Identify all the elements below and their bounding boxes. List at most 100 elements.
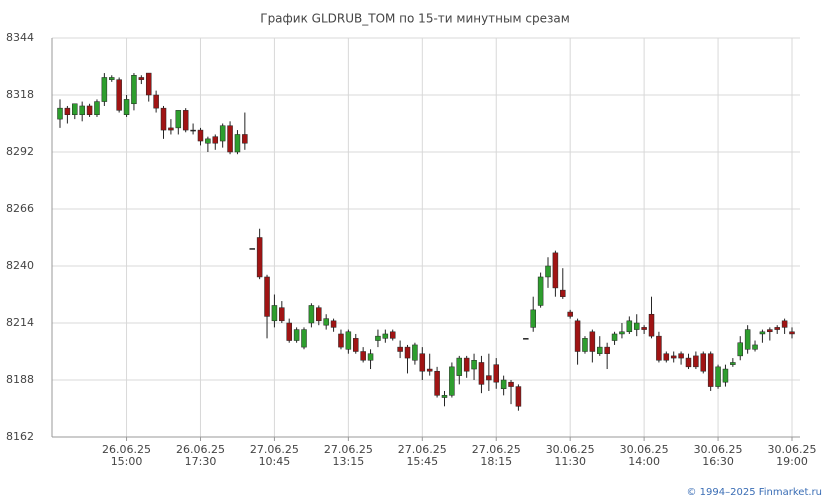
candle-body	[382, 333, 389, 339]
candle-body	[212, 136, 219, 144]
candle-body	[234, 134, 241, 153]
candle-body	[744, 329, 751, 350]
candle-body	[264, 276, 270, 317]
y-tick-label: 8240	[6, 259, 34, 272]
candle-body	[707, 353, 714, 387]
candle-body	[367, 353, 374, 361]
x-tick-label: 14:00	[628, 455, 660, 468]
candle-body	[456, 357, 463, 376]
y-tick-label: 8214	[6, 316, 34, 329]
x-tick-label: 10:45	[259, 455, 291, 468]
x-tick-label: 16:30	[702, 455, 734, 468]
x-tick-label: 27.06.25	[472, 443, 521, 456]
candle-body	[375, 335, 381, 341]
candle-body	[508, 381, 514, 387]
candle-body	[730, 362, 736, 365]
candle-body	[693, 355, 699, 368]
candle-body	[316, 307, 322, 322]
x-tick-label: 27.06.25	[324, 443, 373, 456]
candle-body	[308, 305, 315, 324]
candle-body	[641, 327, 647, 330]
candle-body	[301, 329, 307, 348]
candle-body	[478, 362, 485, 385]
candle-body	[345, 331, 352, 350]
candle-body	[197, 129, 204, 142]
candle-body	[619, 331, 625, 335]
candle-body	[463, 357, 470, 372]
candle-body	[389, 331, 396, 339]
candle-body	[279, 307, 285, 322]
candle-body	[633, 322, 640, 330]
candle-body	[286, 322, 292, 341]
candle-body	[537, 276, 544, 306]
candle-body	[670, 355, 677, 359]
candle-body	[360, 351, 366, 361]
candle-body	[574, 320, 581, 352]
candle-body	[767, 329, 773, 333]
candle-body	[449, 366, 455, 396]
x-tick-label: 30.06.25	[694, 443, 743, 456]
candle-body	[242, 134, 248, 144]
x-tick-label: 15:00	[111, 455, 143, 468]
candle-body	[94, 101, 100, 115]
x-tick-label: 18:15	[480, 455, 512, 468]
candle-body	[227, 125, 233, 153]
candle-body	[500, 379, 507, 390]
candle-body	[752, 344, 758, 350]
candle-body	[426, 368, 433, 372]
candle-body	[434, 370, 440, 396]
candle-body	[190, 129, 196, 132]
x-tick-label: 19:00	[776, 455, 808, 468]
candle-body	[781, 320, 788, 328]
candle-body	[774, 327, 780, 330]
candle-body	[715, 366, 721, 387]
candle-body	[530, 309, 536, 328]
candle-body	[589, 331, 596, 352]
candle-body	[611, 333, 618, 341]
y-tick-label: 8162	[6, 430, 34, 443]
candle-body	[493, 364, 499, 383]
y-tick-label: 8318	[6, 88, 34, 101]
candle-body	[515, 386, 522, 407]
x-tick-label: 30.06.25	[546, 443, 595, 456]
candle-body	[249, 248, 255, 250]
candle-body	[523, 338, 529, 340]
chart-title: График GLDRUB_TOM по 15-ти минутным срез…	[260, 12, 570, 26]
candle-body	[404, 346, 411, 359]
candle-body	[72, 103, 78, 115]
x-tick-label: 13:15	[333, 455, 365, 468]
footer: © 1994–2025 Finmarket.ru	[686, 487, 822, 498]
x-tick-label: 26.06.25	[176, 443, 225, 456]
candle-body	[397, 346, 403, 352]
candle-body	[567, 311, 573, 317]
candle-body	[486, 375, 492, 381]
candle-body	[626, 320, 633, 333]
y-tick-label: 8266	[6, 202, 34, 215]
x-tick-label: 27.06.25	[398, 443, 447, 456]
candle-body	[271, 305, 278, 322]
candle-body	[353, 338, 359, 352]
y-tick-label: 8344	[6, 31, 34, 44]
candle-body	[57, 107, 63, 120]
candle-body	[656, 335, 662, 361]
candle-body	[64, 107, 71, 115]
x-tick-label: 17:30	[185, 455, 217, 468]
candle-body	[560, 289, 566, 297]
x-tick-label: 30.06.25	[620, 443, 669, 456]
x-tick-label: 15:45	[406, 455, 438, 468]
candle-body	[145, 72, 152, 96]
candle-body	[700, 353, 707, 372]
candle-body	[552, 252, 559, 289]
candle-body	[182, 110, 189, 131]
x-tick-label: 27.06.25	[250, 443, 299, 456]
candle-body	[205, 138, 211, 144]
y-tick-label: 8292	[6, 145, 34, 158]
candle-body	[293, 329, 300, 341]
candle-body	[441, 395, 448, 398]
y-tick-label: 8188	[6, 373, 34, 386]
candle-body	[109, 77, 115, 80]
candle-body	[101, 77, 108, 102]
candle-body	[138, 77, 145, 80]
x-tick-label: 26.06.25	[102, 443, 151, 456]
